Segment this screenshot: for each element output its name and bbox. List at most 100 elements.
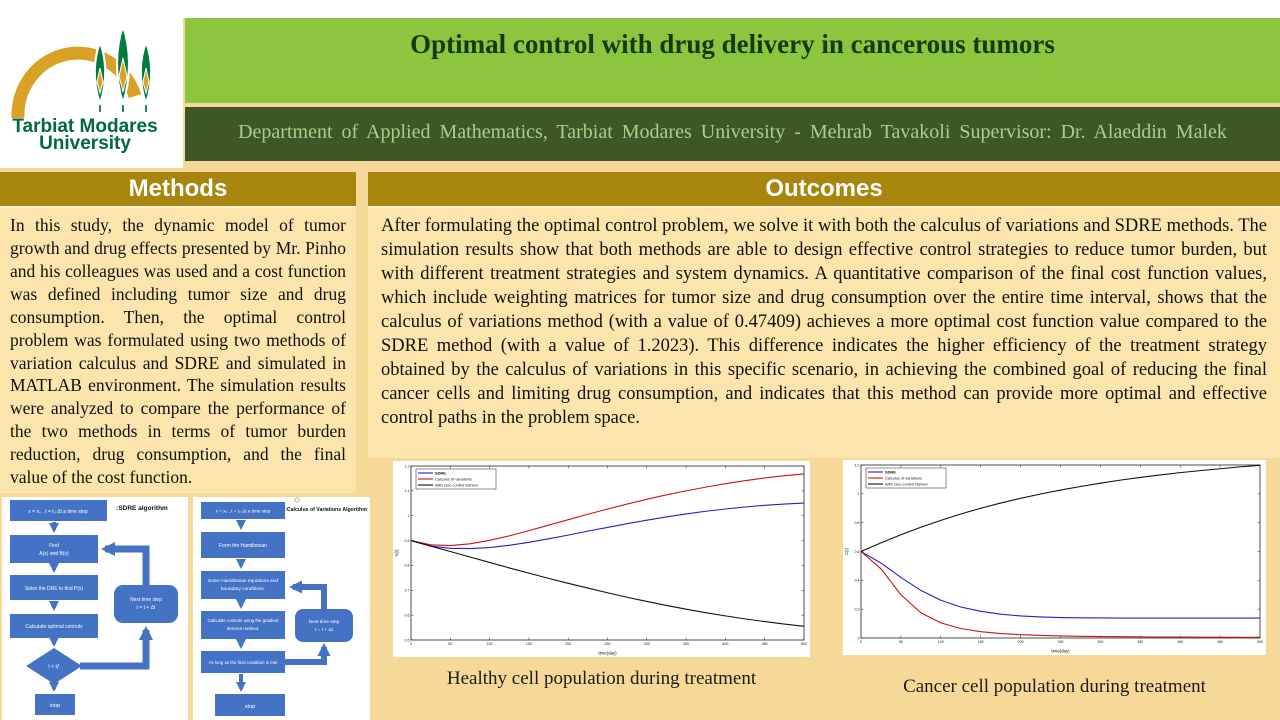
logo-tree-details-icon [96,57,150,95]
svg-text:Next time step: Next time step [309,619,340,625]
legend-label: Calculus of variations [435,477,472,482]
y-tick-label: 0.4 [855,579,860,583]
svg-text:boundary conditions.: boundary conditions. [221,586,265,592]
y-tick-label: 0.8 [405,564,410,568]
y-tick-label: 0.2 [855,607,860,611]
x-tick-label: 200 [1018,640,1024,644]
svg-text:stop: stop [245,704,255,710]
x-tick-label: 300 [1097,640,1103,644]
top-white-strip [183,0,1280,18]
y-tick-label: 0.8 [855,521,860,525]
svg-text:x = x₀ , t = t₀ Δt a time ste: x = x₀ , t = t₀ Δt a time step [28,509,88,515]
healthy-plot-caption: Healthy cell population during treatment [446,668,757,689]
svg-text:descent method.: descent method. [227,626,259,631]
y-tick-label: 1.2 [405,464,410,468]
cov-flowchart-panel: :Calculus of Variations Algorithm [193,497,370,720]
svg-text:Solve the DRE to find P(x): Solve the DRE to find P(x) [25,586,84,592]
x-tick-label: 250 [605,642,611,646]
svg-text:x = x₀ , t = t₀ Δt a time ste: x = x₀ , t = t₀ Δt a time step [216,509,271,514]
cov-loop-arrow-left-icon [289,580,327,609]
series-sdre [410,502,805,550]
x-tick-label: 0 [410,642,412,646]
sdre-next-step-box [114,585,178,623]
y-tick-label: 1.2 [855,463,860,467]
y-tick-label: 1 [408,514,410,518]
cov-gradient-box [201,611,285,639]
y-tick-label: 0.7 [405,589,410,593]
sdre-flowchart: :SDRE algorithm [10,500,178,715]
sdre-dre-box [10,575,98,600]
series-calculus-of-variations [860,551,1260,638]
logo-text: Tarbiat Modares University [0,116,170,154]
y-tick-label: 1.1 [405,489,410,493]
selection-handle-icon [294,497,300,503]
university-logo-icon [11,22,153,119]
sdre-find-box [10,535,98,563]
methods-body-block: In this study, the dynamic model of tumo… [0,208,356,493]
legend-label: SDRE [885,470,896,475]
y-tick-label: 0.6 [855,550,860,554]
y-tick-label: 0 [858,636,860,640]
plot-frame [410,465,805,641]
legend-box [415,468,497,490]
cov-loop-arrow-up-icon [285,643,331,665]
subtitle-bar: Department of Applied Mathematics, Tarbi… [185,107,1280,161]
outcomes-section-header: Outcomes [368,172,1280,208]
x-tick-label: 50 [448,642,452,646]
sdre-controls-box [10,614,98,638]
sdre-loop-arrow-left-icon [101,542,150,585]
cancer-plot-caption: Cancer cell population during treatment [903,676,1206,697]
cov-boxes [201,502,353,716]
y-tick-label: 0.9 [405,539,410,543]
x-axis-label: time(day) [1051,649,1070,654]
logo-panel: Tarbiat Modares University [0,0,183,168]
healthy-cells-plot-panel: 0 50 100 150 200 250 300 350 400 450 500 0.5 0.6 0.7 0… [393,461,810,657]
cov-hamiltonian-box [201,532,285,558]
cov-condition-box [201,651,285,673]
svg-text:Form the Hamiltonian: Form the Hamiltonian [219,543,267,549]
legend-label: With zero control fashion [885,482,928,487]
x-tick-label: 250 [1058,640,1064,644]
sdre-box-labels: x = x₀ , t = t₀ Δt a time step Find A(x)… [25,509,162,709]
svg-text:t < tƒ: t < tƒ [48,664,59,670]
series-sdre [860,551,1260,619]
x-tick-label: 450 [762,642,768,646]
x-tick-label: 350 [1137,640,1143,644]
cancer-cells-plot: 0 50 100 150 200 250 300 350 400 450 500 0 0.2 0.4 0.6… [843,460,1266,655]
svg-text:Next time step: Next time step [130,597,162,603]
y-tick-label: 1 [858,492,860,496]
y-axis-label: N(t) [394,549,399,557]
title-bar: Optimal control with drug delivery in ca… [185,18,1280,103]
logo-line1: Tarbiat Modares [12,116,158,137]
legend-label: With zero control fashion [435,483,478,488]
svg-text:As long as the final condition: As long as the final condition is met [209,660,279,665]
legend-box [865,467,947,489]
poster-subtitle: Department of Applied Mathematics, Tarbi… [238,121,1227,143]
healthy-cells-plot: 0 50 100 150 200 250 300 350 400 450 500 0.5 0.6 0.7 0… [393,461,810,657]
svg-text:stop: stop [50,703,60,709]
svg-text:t = t + Δt: t = t + Δt [137,605,157,611]
svg-text:Solve Hamiltonian equations an: Solve Hamiltonian equations and [208,578,278,584]
poster-title: Optimal control with drug delivery in ca… [410,29,1055,59]
x-tick-label: 150 [526,642,532,646]
outcomes-body-block: After formulating the optimal control pr… [368,208,1280,458]
logo-line2: University [39,133,131,154]
svg-text:Find: Find [49,543,59,549]
outcomes-text: After formulating the optimal control pr… [381,216,1267,429]
sdre-boxes [10,500,178,715]
x-axis-label: time(day) [598,651,617,656]
x-tick-label: 400 [1177,640,1183,644]
sdre-init-box [10,500,107,521]
x-tick-label: 400 [722,642,728,646]
x-tick-label: 500 [1257,640,1263,644]
x-tick-label: 0 [860,640,862,644]
cov-flowchart-title: :Calculus of Variations Algorithm [285,507,367,513]
x-tick-label: 100 [938,640,944,644]
cov-flowchart: :Calculus of Variations Algorithm [201,497,367,716]
sdre-stop-box [35,694,75,715]
series-calculus-of-variations [410,473,805,547]
y-tick-label: 0.5 [405,638,410,642]
y-tick-label: 0.6 [405,613,410,617]
sdre-loop-arrow-up-icon [80,626,153,670]
